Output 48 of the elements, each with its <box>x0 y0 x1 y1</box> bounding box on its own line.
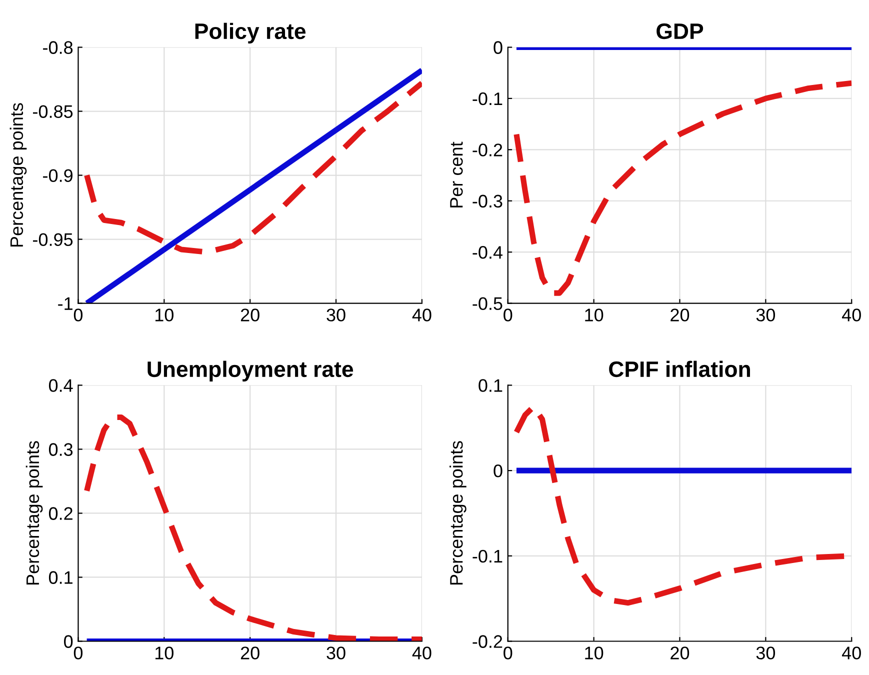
y-tick-label: -1 <box>58 297 72 310</box>
y-tick-label: -0.1 <box>472 92 502 106</box>
x-tick-label: 30 <box>326 308 346 322</box>
x-tick-label: 40 <box>412 646 432 660</box>
y-axis-title: Percentage points <box>10 103 27 247</box>
x-tick-label: 40 <box>842 646 861 660</box>
x-tick-label: 20 <box>670 646 690 660</box>
y-axis-title: Percentage points <box>26 441 43 585</box>
y-tick-label: -0.3 <box>472 194 502 208</box>
y-tick-label: -0.95 <box>33 233 73 246</box>
x-tick-label: 30 <box>756 646 776 660</box>
y-tick-label: 0 <box>494 41 502 54</box>
x-tick-label: 0 <box>74 308 83 322</box>
x-tick-label: 10 <box>585 646 604 660</box>
y-tick-label: 0 <box>64 635 73 648</box>
x-tick-label: 0 <box>504 646 512 660</box>
y-tick-label: 0 <box>494 464 502 478</box>
y-tick-label: -0.2 <box>472 635 502 648</box>
y-tick-label: -0.4 <box>472 246 502 259</box>
y-tick-label: -0.85 <box>33 105 73 118</box>
x-tick-label: 10 <box>155 308 174 322</box>
x-tick-label: 20 <box>670 308 690 322</box>
chart-title: Unemployment rate <box>148 360 354 382</box>
x-tick-label: 10 <box>155 646 174 660</box>
x-tick-label: 30 <box>756 308 776 322</box>
y-tick-label: -0.1 <box>472 550 502 563</box>
chart-title: CPIF inflation <box>609 360 750 378</box>
chart-title: GDP <box>656 23 704 40</box>
y-tick-label: -0.2 <box>472 144 502 156</box>
y-tick-label: 0.1 <box>48 571 72 584</box>
y-tick-label: -0.5 <box>472 297 502 310</box>
x-tick-label: 40 <box>412 308 432 322</box>
y-tick-label: -0.8 <box>43 41 73 54</box>
y-tick-label: 0.3 <box>48 443 73 456</box>
x-tick-label: 40 <box>842 308 861 322</box>
y-tick-label: -0.9 <box>43 169 72 182</box>
y-axis-title: Per cent <box>450 142 463 208</box>
y-tick-label: 0.2 <box>48 507 72 520</box>
y-tick-label: 0.4 <box>48 379 73 392</box>
x-tick-label: 30 <box>326 646 346 660</box>
x-tick-label: 0 <box>504 308 512 322</box>
y-tick-label: 0.1 <box>478 379 502 392</box>
x-tick-label: 10 <box>585 308 604 322</box>
chart-title: Policy rate <box>195 22 306 44</box>
x-tick-label: 20 <box>240 646 260 660</box>
x-tick-label: 20 <box>240 308 260 322</box>
x-tick-label: 0 <box>74 646 83 660</box>
y-axis-title: Percentage points <box>450 441 466 585</box>
